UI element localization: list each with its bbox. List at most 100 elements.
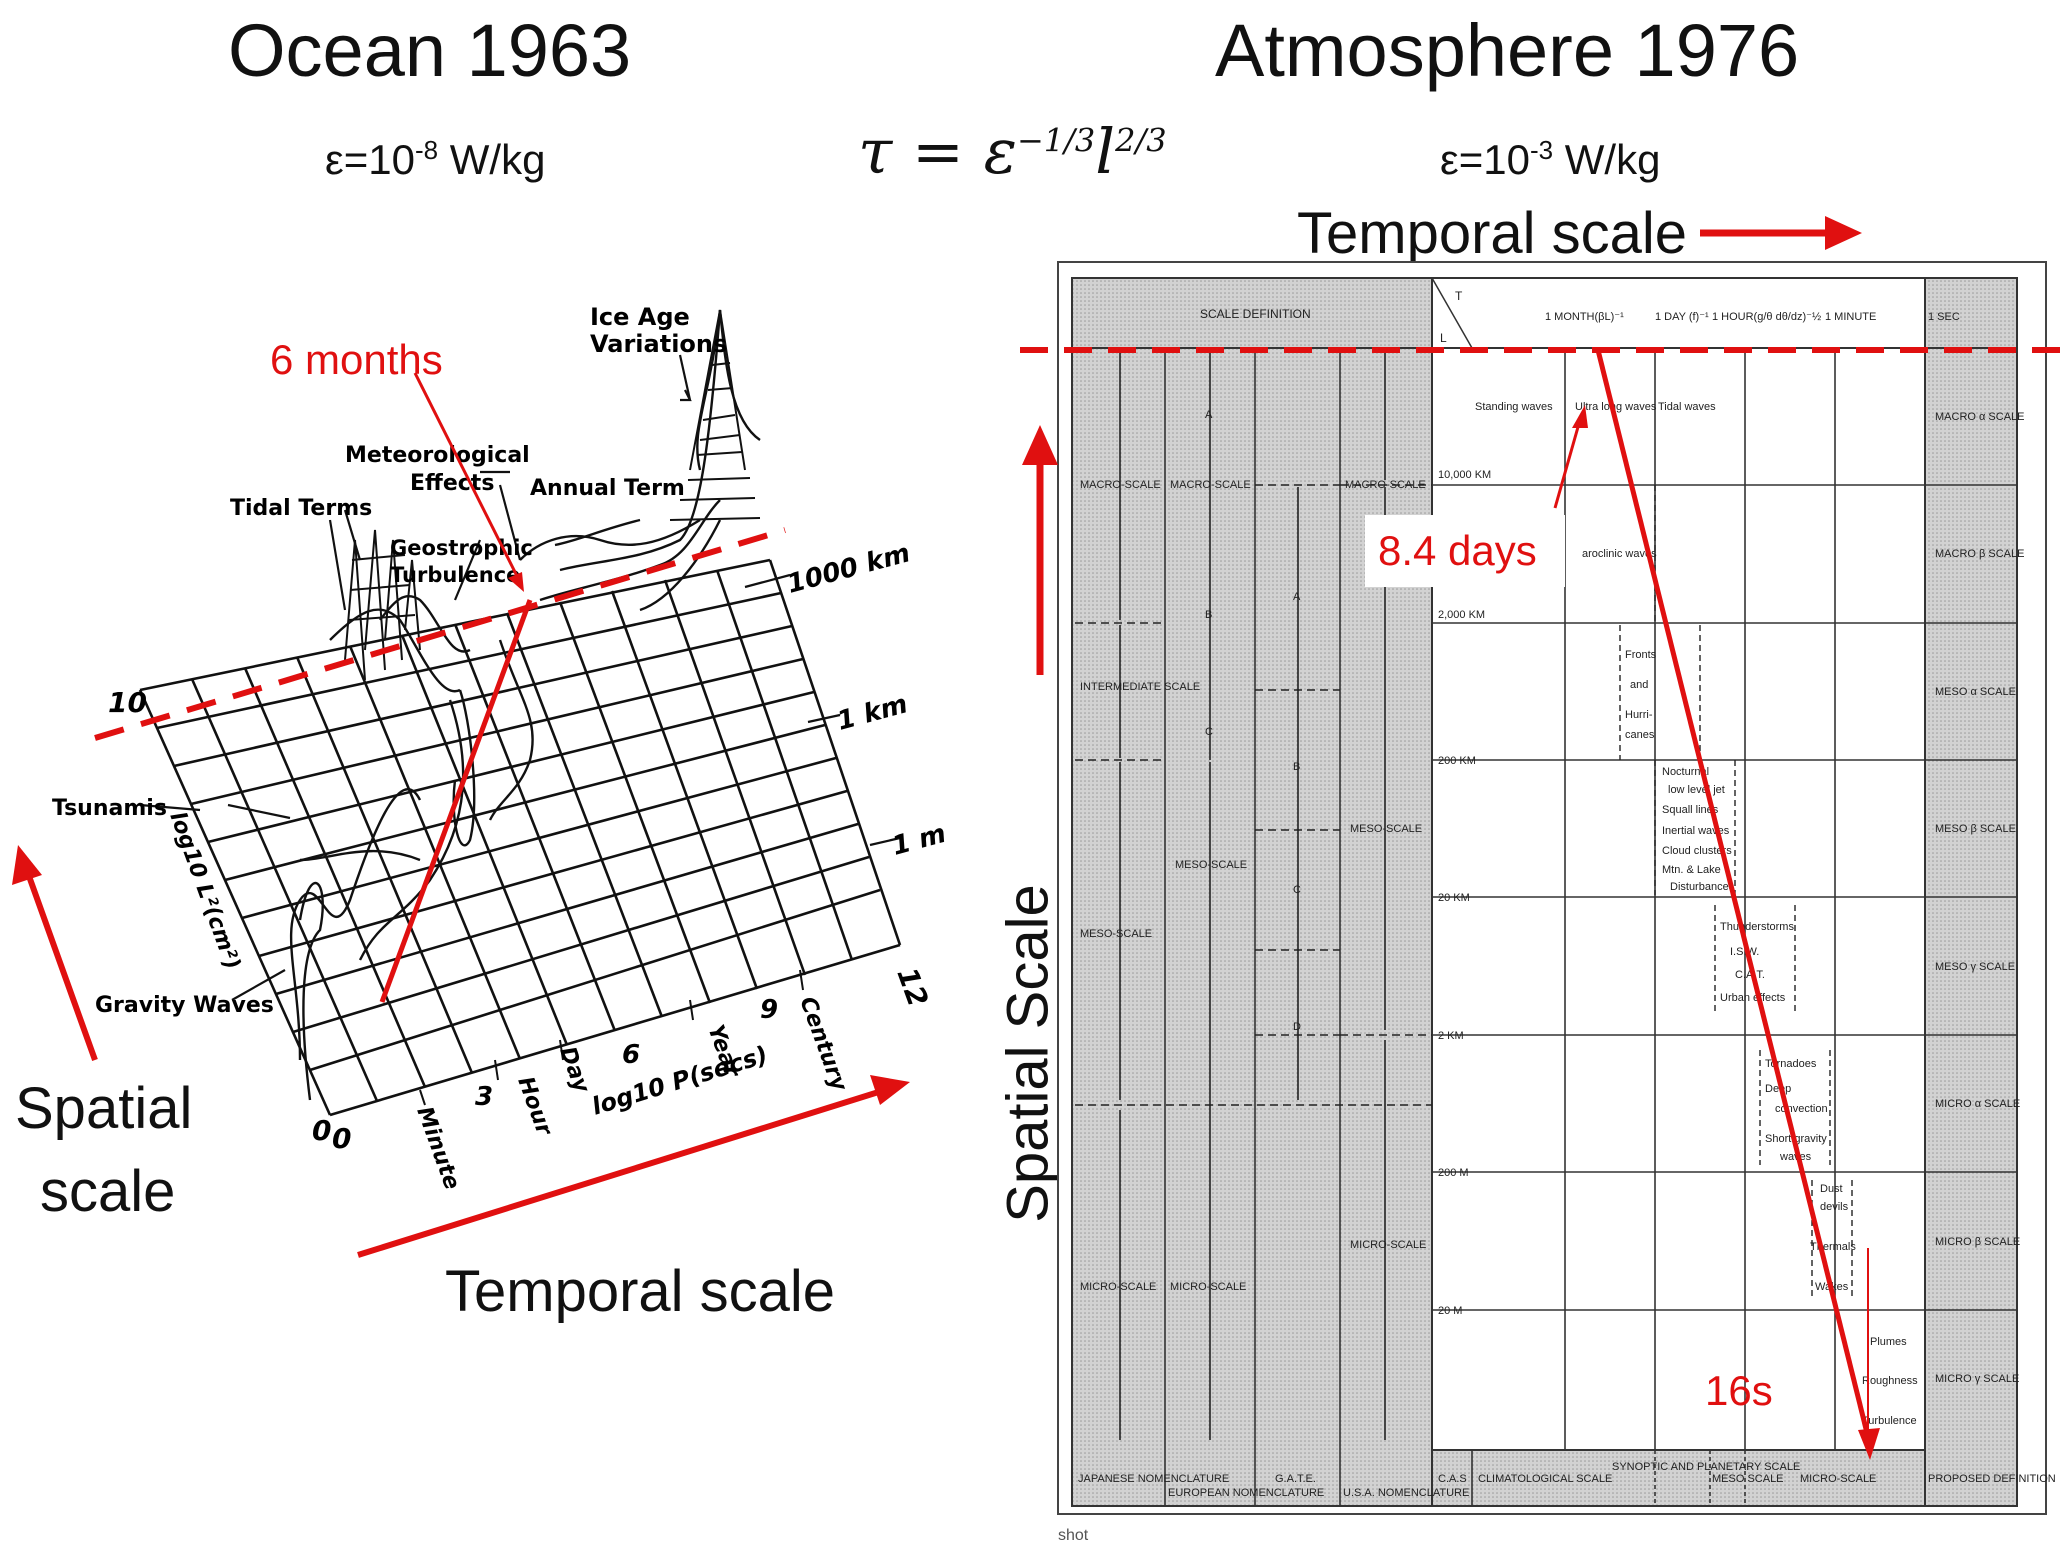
label-zero-b: 0 <box>332 1122 351 1155</box>
definition-range-arrows <box>1119 350 1386 1440</box>
ph-thermals: Thermals <box>1810 1241 1856 1253</box>
tick-200m: 200 M <box>1438 1167 1469 1179</box>
ph-disturb: Disturbances <box>1670 881 1735 893</box>
label-tsunamis: Tsunamis <box>52 796 167 821</box>
label-x9: 9 <box>760 995 778 1025</box>
proposed-macro-beta: MACRO β SCALE <box>1935 548 2024 560</box>
ph-noct2: low level jet <box>1668 784 1725 796</box>
ph-ultralong: Ultra long waves <box>1575 401 1657 413</box>
left-title: Ocean 1963 <box>228 9 632 92</box>
ice-age-peak <box>669 309 761 521</box>
japanese-micro: MICRO-SCALE <box>1080 1281 1156 1293</box>
formula-epsilon: ε <box>983 115 1017 188</box>
ocean-scaling-line <box>379 599 533 1003</box>
right-epsilon-unit: W/kg <box>1553 136 1661 183</box>
proposed-macro-alpha: MACRO α SCALE <box>1935 411 2025 423</box>
ph-tidal: Tidal waves <box>1658 401 1716 413</box>
euro-c: C <box>1205 726 1213 738</box>
ph-isw: I.S.W. <box>1730 946 1759 958</box>
proposed-micro-alpha: MICRO α SCALE <box>1935 1098 2020 1110</box>
footer-gate: G.A.T.E. <box>1275 1473 1316 1485</box>
ocean-temporal-arrowhead <box>870 1075 910 1105</box>
ph-convection: convection <box>1775 1103 1828 1115</box>
label-ice-age-2: Variations <box>590 330 727 358</box>
gate-b: B <box>1293 761 1300 773</box>
proposed-labels: MACRO α SCALE MACRO β SCALE MESO α SCALE… <box>1935 411 2025 1385</box>
ph-canes: canes <box>1625 729 1655 741</box>
footer-meso: MESO SCALE <box>1712 1473 1784 1485</box>
european-meso: MESO-SCALE <box>1175 859 1247 871</box>
proposed-micro-gamma: MICRO γ SCALE <box>1935 1373 2019 1385</box>
annotation-16s: 16s <box>1705 1367 1773 1414</box>
label-tidal-terms: Tidal Terms <box>230 496 372 521</box>
gate-c: C <box>1293 884 1301 896</box>
ph-mtn: Mtn. & Lake <box>1662 864 1721 876</box>
footer-japanese: JAPANESE NOMENCLATURE <box>1078 1473 1229 1485</box>
atmosphere-red-annotations <box>1020 216 2067 1460</box>
footer-climatological: CLIMATOLOGICAL SCALE <box>1478 1473 1612 1485</box>
ph-urban: Urban effects <box>1720 992 1786 1004</box>
footer-usa: U.S.A. NOMENCLATURE <box>1343 1487 1469 1499</box>
gate-a: A <box>1293 591 1301 603</box>
ocean-leaders <box>139 354 901 1001</box>
left-spatial-label-1: Spatial <box>15 1076 193 1141</box>
ph-squall: Squall lines <box>1662 804 1719 816</box>
label-geostrophic-2: Turbulence <box>390 563 520 587</box>
formula-epsilon-exp: −1/3 <box>1016 121 1096 160</box>
right-epsilon-base: ε=10 <box>1440 136 1530 183</box>
annotation-8-4-days: 8.4 days <box>1378 527 1537 574</box>
header-scale-definition: SCALE DEFINITION <box>1200 307 1311 321</box>
label-meteorological-2: Effects <box>410 471 494 496</box>
proposed-meso-alpha: MESO α SCALE <box>1935 686 2016 698</box>
footer-cas: C.A.S <box>1438 1473 1467 1485</box>
proposed-meso-beta: MESO β SCALE <box>1935 823 2016 835</box>
left-epsilon-unit: W/kg <box>438 136 546 183</box>
ph-dust: Dust <box>1820 1183 1843 1195</box>
right-title: Atmosphere 1976 <box>1215 9 1800 92</box>
ocean-red-annotations: 6 months <box>12 336 910 1258</box>
time-header-month: 1 MONTH(βL)⁻¹ <box>1545 311 1624 323</box>
header-diagonal <box>1431 277 1473 349</box>
label-ten: 10 <box>108 686 147 719</box>
annotation-84days-box <box>1365 515 1565 587</box>
screenshot-tag: shot <box>1058 1527 1089 1544</box>
table-header-row <box>1071 277 2018 349</box>
left-epsilon-exp: -8 <box>414 135 439 165</box>
ph-thunder: Thunderstorms <box>1720 921 1794 933</box>
ph-waves: waves <box>1779 1151 1812 1163</box>
ph-inertial: Inertial waves <box>1662 825 1730 837</box>
atmos-spatial-arrowhead <box>1022 425 1058 465</box>
ocean-surface-curves <box>289 309 761 1101</box>
ph-baroclinic: aroclinic waves <box>1582 548 1657 560</box>
ph-and: and <box>1630 679 1648 691</box>
ocean-grid <box>138 558 902 1117</box>
tick-20m: 20 M <box>1438 1305 1462 1317</box>
gate-d: D <box>1293 1021 1301 1033</box>
ph-cat: C.A.T. <box>1735 969 1765 981</box>
usa-meso: MESO-SCALE <box>1350 823 1422 835</box>
tick-10000km: 10,000 KM <box>1438 469 1491 481</box>
atmos-scaling-line <box>1595 349 1873 1446</box>
grid-right-edge <box>768 559 902 946</box>
ph-devils: devils <box>1820 1201 1849 1213</box>
definition-columns <box>1164 278 1433 1506</box>
phenomena-labels: Standing waves Ultra long waves Tidal wa… <box>1475 401 1918 1427</box>
table-footer-row <box>1431 1449 1926 1507</box>
ph-cloud: Cloud clusters <box>1662 845 1732 857</box>
footer-micro: MICRO-SCALE <box>1800 1473 1876 1485</box>
japanese-meso: MESO-SCALE <box>1080 928 1152 940</box>
formula-l: l <box>1095 115 1116 188</box>
proposed-micro-beta: MICRO β SCALE <box>1935 1236 2020 1248</box>
ocean-dashed-level-line <box>94 527 786 741</box>
ph-turbulence: Turbulence <box>1862 1415 1917 1427</box>
japanese-intermediate: INTERMEDIATE SCALE <box>1080 681 1200 693</box>
label-x3: 3 <box>475 1082 493 1112</box>
tick-2000km: 2,000 KM <box>1438 609 1485 621</box>
label-ice-age-1: Ice Age <box>590 303 690 331</box>
left-epsilon: ε=10-8 W/kg <box>325 135 545 184</box>
right-epsilon-exp: -3 <box>1529 135 1554 165</box>
atmos-84days-arrowhead <box>1572 405 1588 428</box>
footer-synoptic: SYNOPTIC AND PLANETARY SCALE <box>1612 1461 1800 1473</box>
time-header-day: 1 DAY (f)⁻¹ <box>1655 311 1709 323</box>
